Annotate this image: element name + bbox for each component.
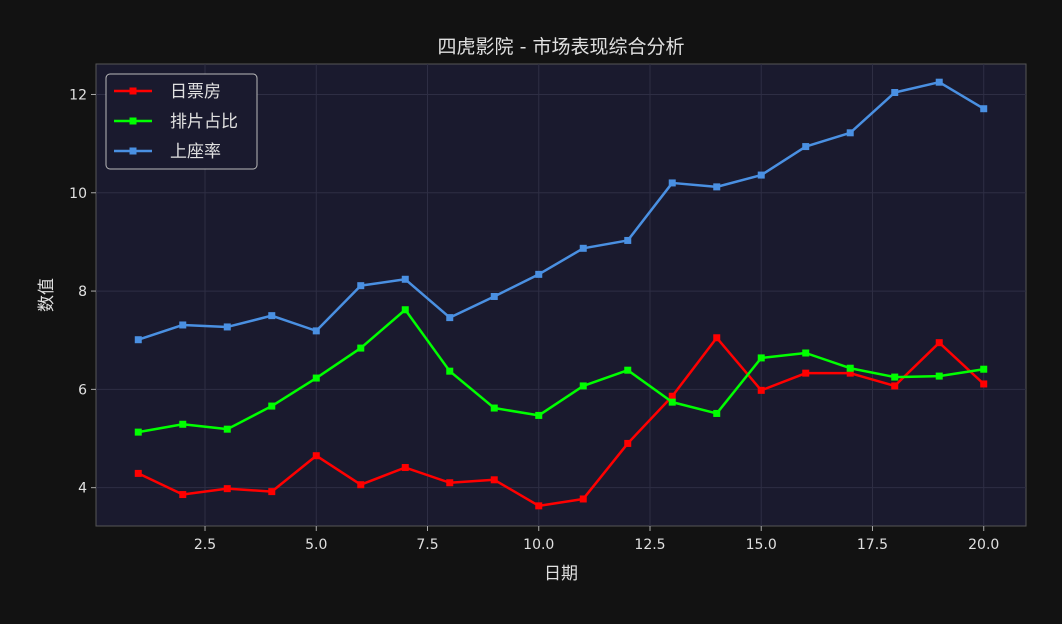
x-tick-label: 15.0 (746, 537, 777, 553)
series-line (138, 308, 984, 434)
data-point (268, 488, 276, 496)
data-point (401, 306, 409, 314)
data-point (802, 143, 810, 151)
series-line (137, 80, 985, 341)
data-point (535, 270, 543, 278)
data-point (490, 476, 498, 484)
data-point (802, 369, 810, 377)
data-point (357, 344, 365, 352)
chart-title: 四虎影院 - 市场表现综合分析 (438, 36, 685, 58)
legend-marker (129, 147, 137, 155)
data-point (802, 349, 810, 357)
x-tick-label: 20.0 (968, 537, 999, 553)
data-point (935, 372, 943, 380)
data-point (624, 366, 632, 374)
data-point (579, 382, 587, 390)
legend-marker (129, 87, 137, 95)
data-point (891, 89, 899, 97)
data-point (223, 425, 231, 433)
data-point (134, 336, 142, 344)
data-point (535, 411, 543, 419)
data-point (757, 386, 765, 394)
data-point (134, 469, 142, 477)
data-point (935, 78, 943, 86)
data-point (713, 409, 721, 417)
legend-label: 排片占比 (170, 112, 238, 132)
x-tick-label: 10.0 (523, 537, 554, 553)
legend-label: 日票房 (170, 82, 221, 102)
data-point (401, 464, 409, 472)
data-point (490, 292, 498, 300)
data-point (312, 327, 320, 335)
data-point (846, 364, 854, 372)
data-point (980, 365, 988, 373)
series-lines (134, 78, 988, 510)
y-tick-label: 12 (69, 87, 87, 103)
x-tick-label: 7.5 (416, 537, 438, 553)
data-point (401, 275, 409, 283)
x-tick-label: 5.0 (305, 537, 327, 553)
data-point (312, 452, 320, 460)
legend-marker (129, 117, 137, 125)
data-point (980, 105, 988, 113)
data-point (624, 439, 632, 447)
data-point (757, 171, 765, 179)
y-axis-label: 数值 (37, 278, 57, 312)
data-point (535, 502, 543, 510)
data-point (446, 367, 454, 375)
x-tick-label: 12.5 (634, 537, 665, 553)
data-point (668, 179, 676, 187)
data-point (446, 479, 454, 487)
data-point (179, 321, 187, 329)
data-point (713, 334, 721, 342)
y-tick-label: 8 (78, 284, 87, 300)
data-point (713, 183, 721, 191)
data-point (935, 339, 943, 347)
data-point (624, 236, 632, 244)
data-point (312, 374, 320, 382)
data-point (446, 314, 454, 322)
data-point (179, 420, 187, 428)
data-point (268, 402, 276, 410)
data-point (846, 129, 854, 137)
data-point (357, 282, 365, 290)
data-point (891, 373, 899, 381)
data-point (668, 398, 676, 406)
y-tick-label: 4 (78, 481, 87, 497)
axis-ticks: 2.5 5.0 7.5 10.0 12.5 15.0 17.5 20.0 4 6 8 10 12 (69, 87, 999, 553)
series-line (137, 336, 985, 508)
data-point (579, 495, 587, 503)
data-point (490, 404, 498, 412)
data-point (891, 382, 899, 390)
y-tick-label: 6 (78, 382, 87, 398)
legend-label: 上座率 (170, 142, 221, 162)
data-point (980, 380, 988, 388)
data-point (179, 491, 187, 499)
data-point (134, 428, 142, 436)
data-point (757, 354, 765, 362)
data-point (223, 323, 231, 331)
data-point (668, 392, 676, 400)
data-point (846, 369, 854, 377)
data-point (223, 485, 231, 493)
data-point (357, 481, 365, 489)
x-tick-label: 17.5 (857, 537, 888, 553)
y-tick-label: 10 (69, 186, 87, 202)
x-tick-label: 2.5 (194, 537, 216, 553)
x-axis-label: 日期 (544, 564, 578, 584)
legend-box (105, 73, 258, 170)
data-point (579, 244, 587, 252)
data-point (268, 312, 276, 320)
